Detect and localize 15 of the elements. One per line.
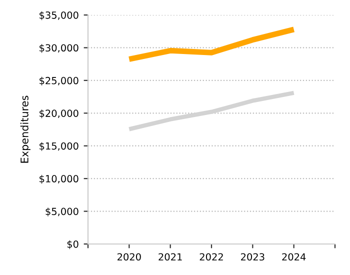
y-tick-label: $0: [67, 240, 78, 250]
y-tick-label: $10,000: [40, 174, 78, 184]
x-tick-label: 2021: [158, 253, 182, 261]
y-tick-label: $25,000: [40, 76, 78, 86]
line-series: [127, 90, 296, 132]
y-tick-label: $5,000: [46, 208, 78, 216]
x-tick-label: 2024: [282, 253, 306, 261]
y-tick-label: $20,000: [40, 109, 78, 118]
y-tick-label: $30,000: [40, 44, 78, 53]
x-tick-label: 2020: [118, 253, 141, 261]
x-tick-label: 2023: [241, 253, 264, 261]
y-tick-label: $15,000: [40, 142, 78, 151]
x-tick-label: 2022: [200, 253, 223, 261]
y-tick-label: $35,000: [40, 11, 78, 20]
y-axis-title: Expenditures: [20, 96, 30, 163]
